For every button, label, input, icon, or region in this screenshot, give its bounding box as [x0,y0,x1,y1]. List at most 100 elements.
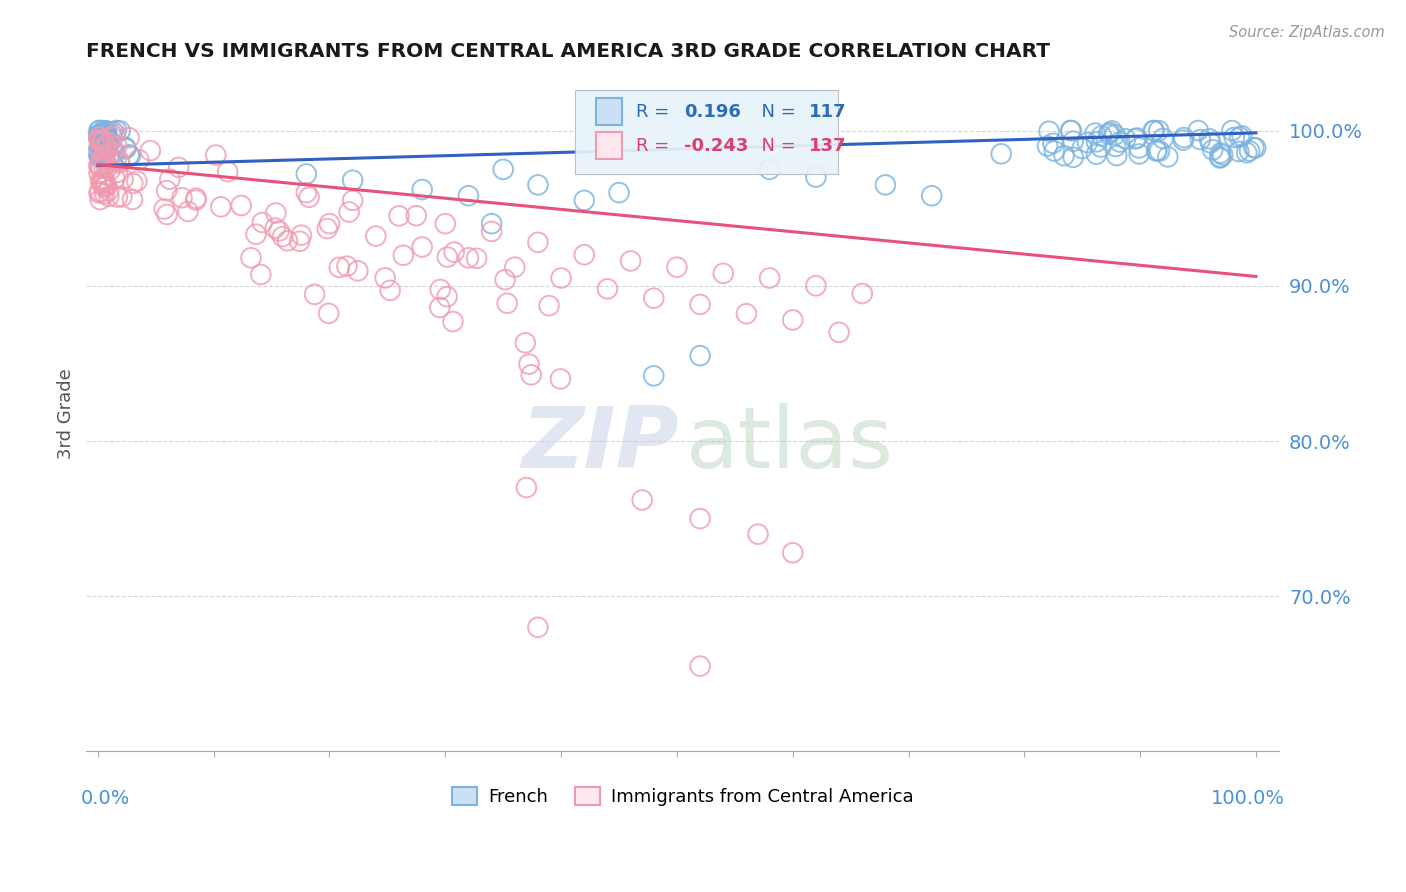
Point [94,126,117,140]
Point [1173,130,1195,145]
Point [758,162,780,177]
Point [1062,150,1084,164]
Point [689,297,711,311]
Point [245,227,267,242]
Point [517,357,540,371]
Point [758,271,780,285]
Point [91,151,114,165]
Point [153,202,176,216]
Point [104,171,127,186]
Point [457,188,479,202]
Point [91,140,114,154]
Point [91,142,114,156]
Point [1105,148,1128,162]
Point [1042,136,1064,151]
Point [89,141,111,155]
Point [105,190,128,204]
Point [689,511,711,525]
Point [114,140,136,154]
Point [441,315,464,329]
Point [89,175,111,189]
Point [101,128,124,142]
Point [97,184,120,198]
Point [91,131,114,145]
Point [1128,141,1150,155]
Point [87,123,110,137]
Point [1209,146,1232,161]
Point [346,264,368,278]
Point [121,193,143,207]
Point [89,145,111,160]
Point [1198,132,1220,146]
Point [89,193,111,207]
Point [378,284,401,298]
Point [87,141,110,155]
Point [1209,151,1232,165]
Point [405,209,427,223]
Point [1090,140,1112,154]
Point [105,139,128,153]
Point [921,188,943,202]
Point [264,206,287,220]
Point [118,130,141,145]
Point [1227,145,1250,159]
Text: 137: 137 [810,136,846,154]
Text: 117: 117 [810,103,846,121]
Point [496,296,519,310]
Point [1152,131,1174,145]
Point [804,170,827,185]
Point [250,268,273,282]
Point [747,527,769,541]
Point [94,141,117,155]
Point [290,228,312,243]
Point [1128,147,1150,161]
Point [93,180,115,194]
Point [97,189,120,203]
Point [875,178,897,192]
Point [1243,141,1265,155]
Point [91,134,114,148]
Point [186,191,208,205]
Point [304,287,326,301]
Point [374,271,396,285]
Point [167,161,190,175]
Point [1059,123,1081,137]
Point [527,178,550,192]
Point [1038,124,1060,138]
Point [89,150,111,164]
Point [443,245,465,260]
Point [429,301,451,315]
Point [94,147,117,161]
Point [1157,150,1180,164]
Point [1220,123,1243,137]
Point [643,368,665,383]
Point [217,164,239,178]
Point [89,185,111,199]
Point [96,124,118,138]
Point [93,175,115,189]
Point [527,235,550,250]
Text: N =: N = [749,136,801,154]
Text: Source: ZipAtlas.com: Source: ZipAtlas.com [1229,25,1385,40]
Point [1104,128,1126,142]
Point [1108,135,1130,149]
Point [90,176,112,190]
Point [104,127,127,141]
Point [89,142,111,156]
Point [90,136,112,151]
Point [159,172,181,186]
Point [231,198,253,212]
Point [89,139,111,153]
Point [689,659,711,673]
Point [1062,134,1084,148]
Point [87,166,110,180]
Point [1189,132,1212,146]
FancyBboxPatch shape [596,98,621,126]
Point [98,133,121,147]
Point [436,290,458,304]
Text: -0.243: -0.243 [683,136,748,154]
Point [1043,144,1066,158]
Point [411,182,433,196]
Point [342,194,364,208]
Point [209,200,232,214]
